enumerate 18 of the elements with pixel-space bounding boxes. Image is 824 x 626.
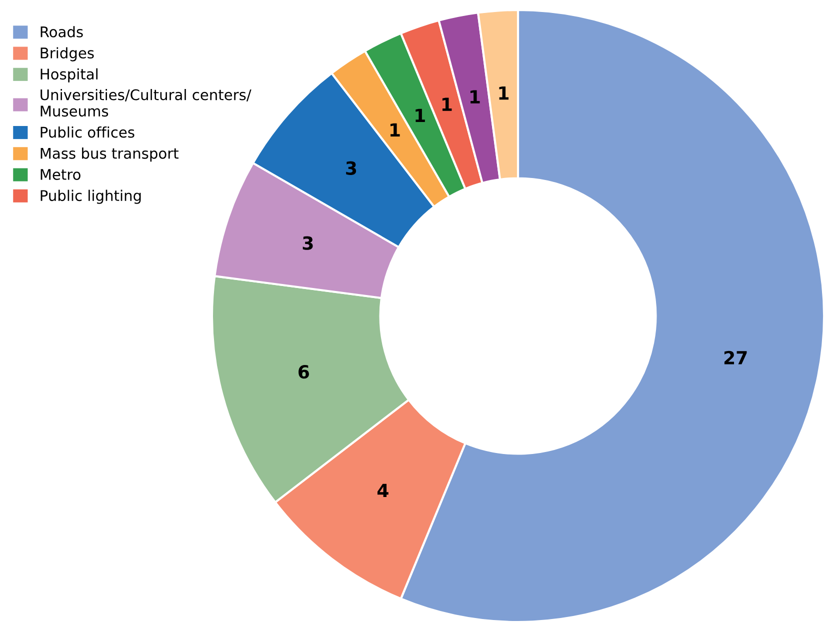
legend-label: Mass bus transport: [40, 148, 178, 162]
data-label: 4: [377, 484, 388, 497]
legend-label: Roads: [40, 26, 83, 38]
legend-label: Hospital: [40, 68, 98, 82]
data-label: 27: [724, 350, 747, 364]
data-label: 1: [499, 86, 509, 100]
data-label: 1: [442, 98, 452, 111]
data-label: 1: [390, 123, 400, 137]
data-label: 6: [298, 365, 310, 379]
data-label: 1: [416, 108, 425, 122]
data-label: 3: [346, 161, 356, 175]
data-label: 1: [470, 90, 480, 104]
legend-label: Metro: [40, 169, 80, 180]
legend-label: Universities/Cultural centers/ Museums: [40, 88, 252, 117]
data-label: 3: [302, 236, 313, 250]
legend-label: Bridges: [40, 47, 94, 62]
legend-label: Public lighting: [40, 190, 141, 204]
legend-label: Public offices: [40, 126, 134, 138]
